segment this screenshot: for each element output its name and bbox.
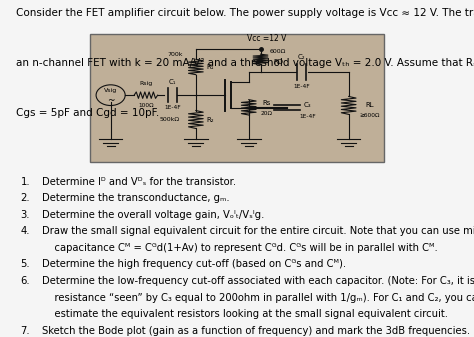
- Text: Determine the transconductance, gₘ.: Determine the transconductance, gₘ.: [42, 193, 229, 204]
- Text: 5.: 5.: [20, 259, 30, 270]
- Text: Determine Iᴰ and Vᴰₛ for the transistor.: Determine Iᴰ and Vᴰₛ for the transistor.: [42, 177, 236, 187]
- Text: R₁: R₁: [207, 64, 214, 70]
- Text: 500kΩ: 500kΩ: [159, 117, 180, 122]
- Text: ~: ~: [107, 96, 114, 105]
- Text: 7.: 7.: [20, 326, 30, 336]
- Text: resistance “seen” by C₃ equal to 200ohm in parallel with 1/gₘ). For C₁ and C₂, y: resistance “seen” by C₃ equal to 200ohm …: [42, 293, 474, 303]
- Text: 1E-4F: 1E-4F: [164, 105, 181, 111]
- Text: R₂: R₂: [207, 117, 214, 123]
- Text: capacitance Cᴹ = Cᴳd(1+Av) to represent Cᴳd. Cᴳs will be in parallel with Cᴹ.: capacitance Cᴹ = Cᴳd(1+Av) to represent …: [42, 243, 438, 253]
- Text: 700k: 700k: [167, 52, 183, 57]
- Text: 100Ω: 100Ω: [138, 103, 154, 108]
- Text: 20Ω: 20Ω: [260, 111, 273, 116]
- Text: Determine the overall voltage gain, Vₒᴵₜ/Vₛᴵg.: Determine the overall voltage gain, Vₒᴵₜ…: [42, 210, 264, 220]
- Text: C₃: C₃: [304, 102, 311, 108]
- Text: C₂: C₂: [298, 54, 305, 60]
- Text: 1E-4F: 1E-4F: [299, 114, 316, 119]
- Text: 1E-4F: 1E-4F: [293, 84, 310, 89]
- Text: 600Ω: 600Ω: [270, 49, 286, 54]
- Text: Draw the small signal equivalent circuit for the entire circuit. Note that you c: Draw the small signal equivalent circuit…: [42, 226, 474, 237]
- Text: Sketch the Bode plot (gain as a function of frequency) and mark the 3dB frequenc: Sketch the Bode plot (gain as a function…: [42, 326, 470, 336]
- Text: Determine the high frequency cut-off (based on Cᴳs and Cᴹ).: Determine the high frequency cut-off (ba…: [42, 259, 346, 270]
- Text: C₁: C₁: [169, 79, 176, 85]
- Text: 2.: 2.: [20, 193, 30, 204]
- Text: Cgs = 5pF and Cgd = 10pF.: Cgs = 5pF and Cgd = 10pF.: [16, 108, 159, 118]
- Text: estimate the equivalent resistors looking at the small signal equivalent circuit: estimate the equivalent resistors lookin…: [42, 309, 448, 319]
- Text: RL: RL: [365, 102, 374, 109]
- Text: an n-channel FET with k = 20 mA/V² and a threshold voltage Vₜₕ = 2.0 V. Assume t: an n-channel FET with k = 20 mA/V² and a…: [16, 58, 474, 68]
- Text: Consider the FET amplifier circuit below. The power supply voltage is Vᴄᴄ ≈ 12 V: Consider the FET amplifier circuit below…: [16, 8, 474, 19]
- Text: RD: RD: [273, 59, 283, 65]
- Text: 3.: 3.: [20, 210, 30, 220]
- Text: 6.: 6.: [20, 276, 30, 286]
- Text: Rs: Rs: [262, 100, 271, 106]
- Text: 4.: 4.: [20, 226, 30, 237]
- Text: Vcc =12 V: Vcc =12 V: [246, 34, 286, 43]
- Text: Rsig: Rsig: [139, 81, 153, 86]
- Text: ≥600Ω: ≥600Ω: [359, 113, 380, 118]
- FancyBboxPatch shape: [90, 34, 384, 162]
- Text: 1.: 1.: [20, 177, 30, 187]
- Text: Vsig: Vsig: [104, 88, 117, 93]
- Text: Determine the low-frequency cut-off associated with each capacitor. (Note: For C: Determine the low-frequency cut-off asso…: [42, 276, 474, 286]
